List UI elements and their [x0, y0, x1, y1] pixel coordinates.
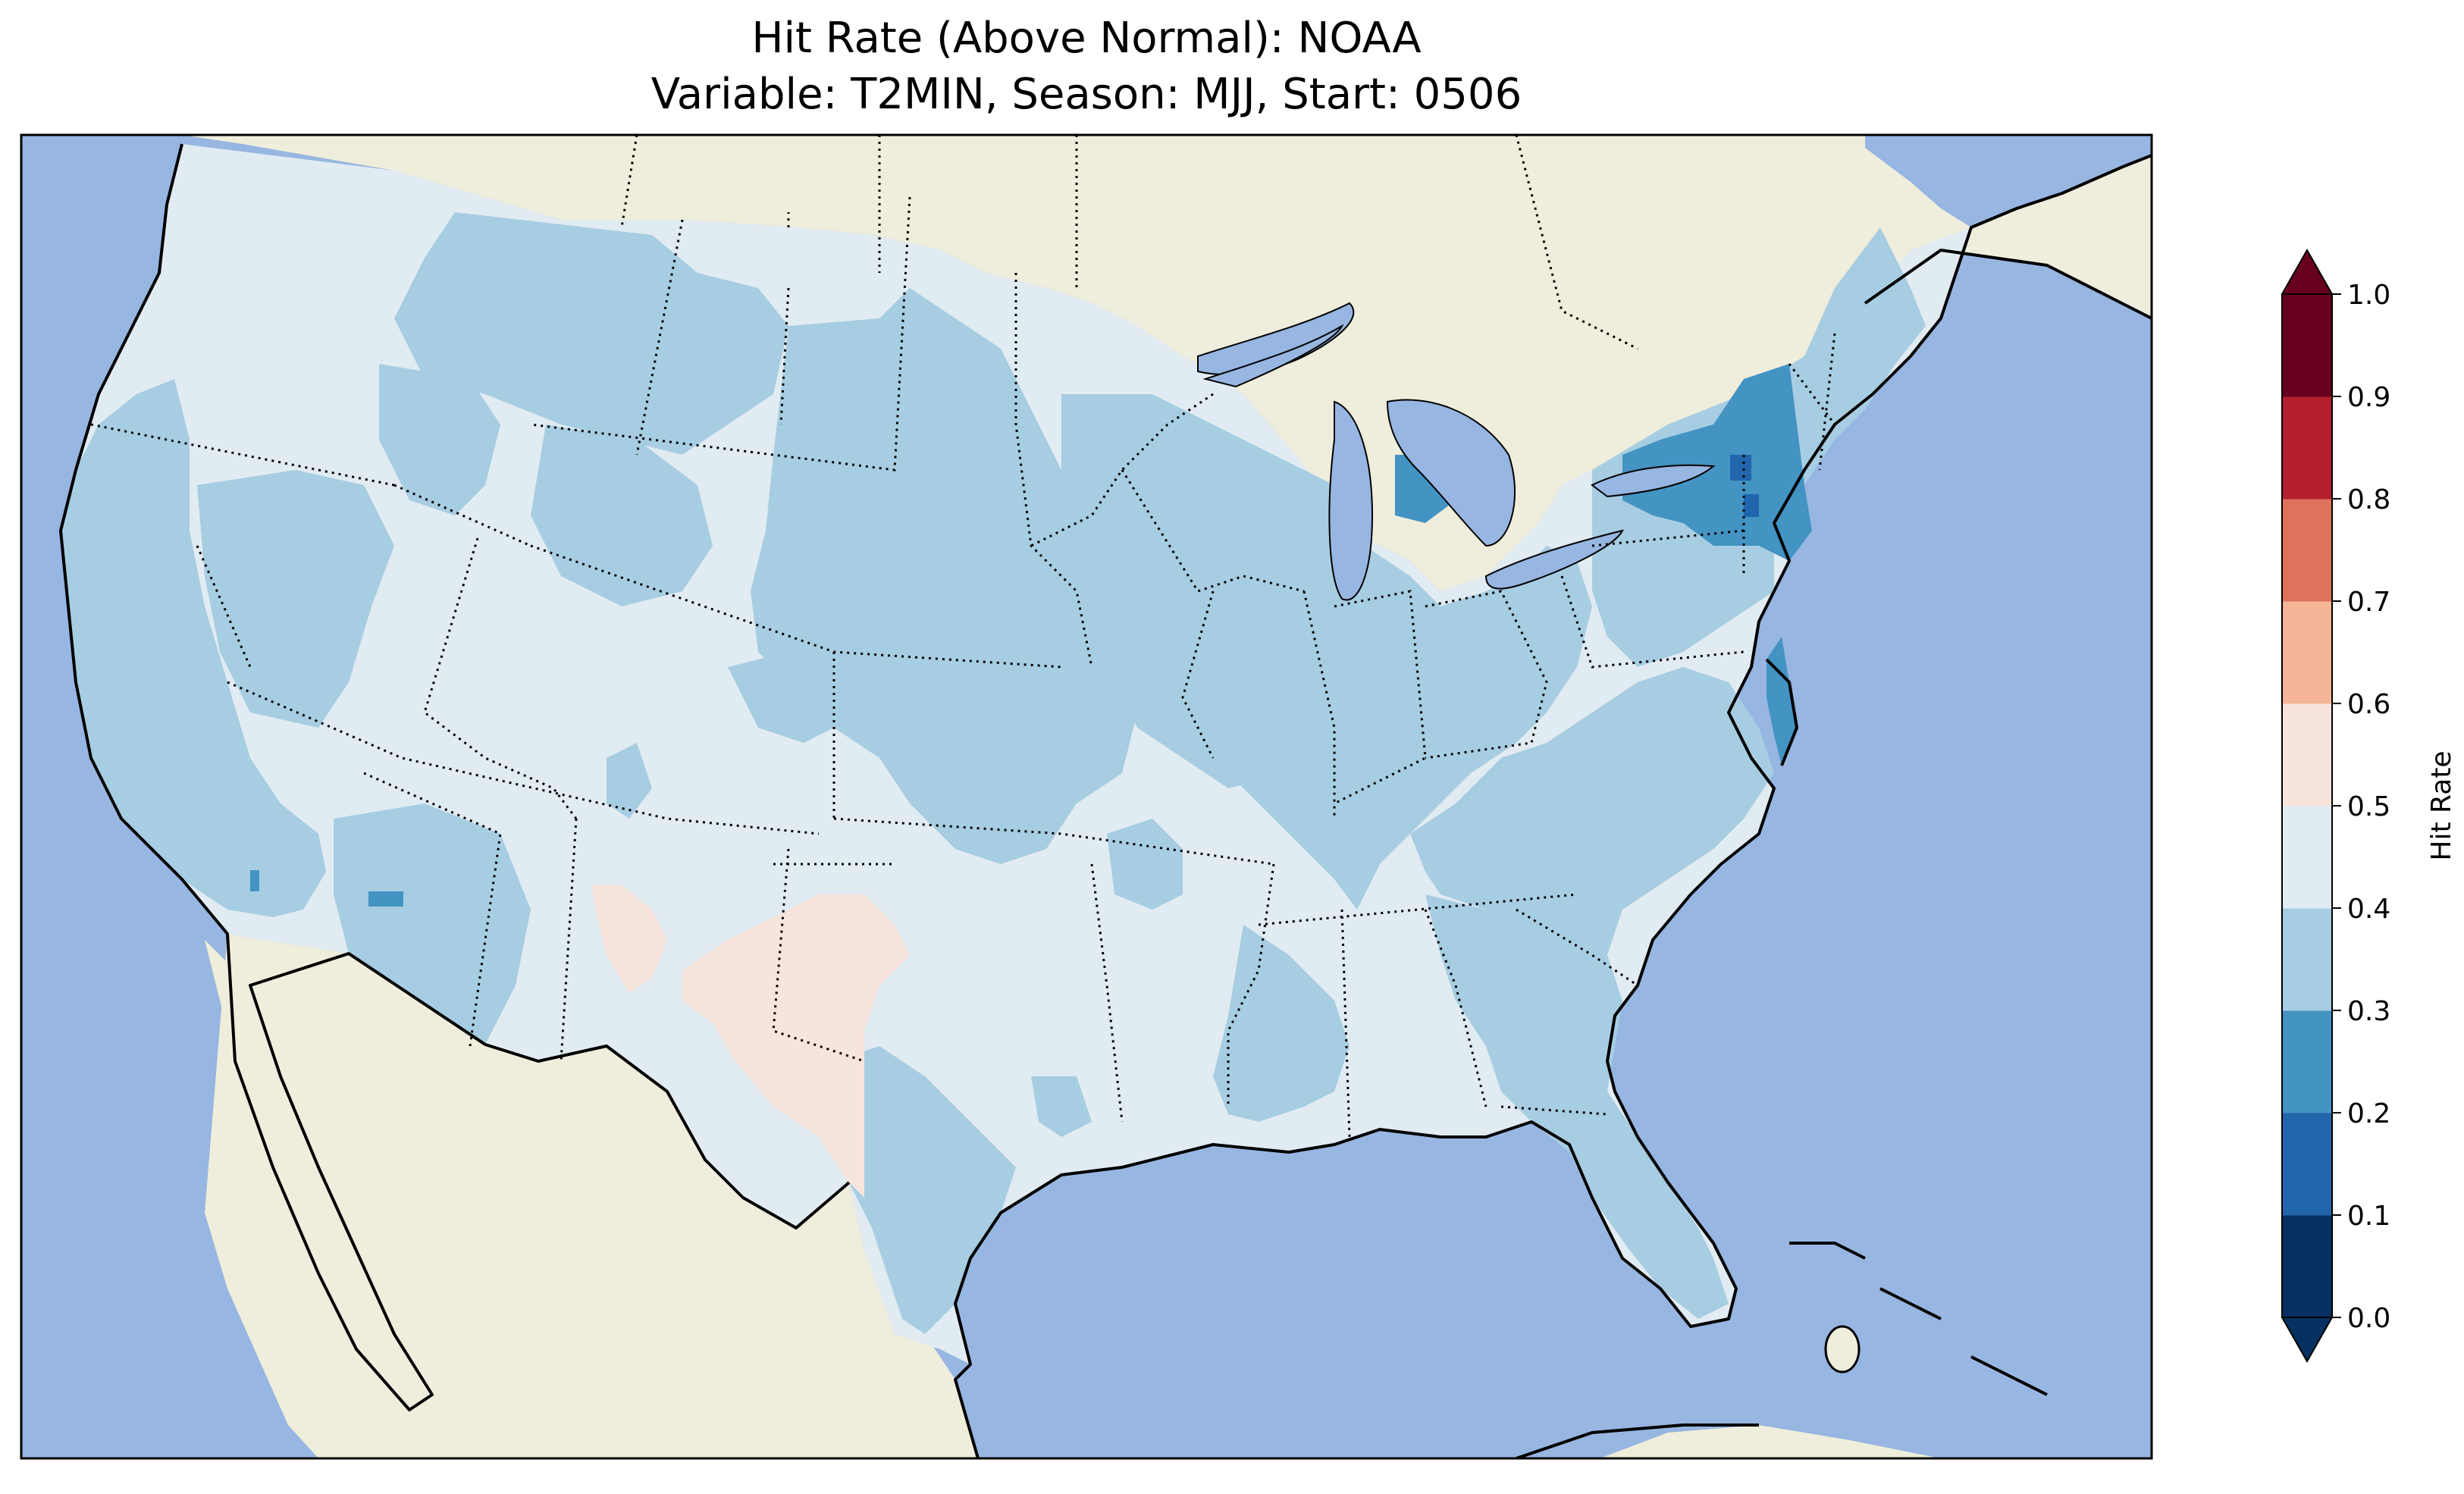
map-area: [21, 135, 2152, 1458]
great-lakes: [1197, 302, 1716, 601]
colorbar-label: Hit Rate: [2426, 750, 2457, 860]
canada-land: [182, 135, 2152, 591]
colorbar-bin-0.1-0.2: [2282, 1113, 2332, 1216]
colorbar-bin-0.8-0.9: [2282, 396, 2332, 500]
colorbar-tick-label: 0.3: [2347, 996, 2390, 1027]
colorbar-over-extend: [2281, 248, 2334, 295]
coastline: [59, 143, 2152, 1458]
colorbar-bin-0.4-0.5: [2282, 806, 2332, 909]
cuba-land: [1600, 1425, 1941, 1458]
map-title-line-1: Hit Rate (Above Normal): NOAA: [751, 14, 1422, 63]
colorbar-tick-label: 0.2: [2347, 1098, 2390, 1129]
mexico-land: [205, 934, 978, 1458]
colorbar-tick-label: 0.7: [2347, 587, 2390, 618]
colorbar-tick-label: 0.8: [2347, 484, 2390, 515]
colorbar-tick-label: 1.0: [2347, 280, 2390, 311]
colorbar: 0.0 0.1 0.2 0.3 0.4 0.5 0.6 0.7 0.8 0.9 1.0 Hit Rat…: [2281, 248, 2457, 1364]
colorbar-bin-0.7-0.8: [2282, 499, 2332, 602]
hit-rate-0.5-0.6-regions: [591, 885, 910, 1198]
colorbar-bin-0.6-0.7: [2282, 601, 2332, 704]
colorbar-tick-label: 0.0: [2347, 1303, 2390, 1334]
colorbar-tick-label: 0.4: [2347, 894, 2390, 925]
colorbar-tick-label: 0.1: [2347, 1201, 2390, 1232]
map-title-line-2: Variable: T2MIN, Season: MJJ, Start: 050…: [650, 70, 1522, 119]
colorbar-bin-0.9-1.0: [2282, 294, 2332, 397]
colorbar-tick-label: 0.5: [2347, 791, 2390, 822]
colorbar-bin-0.3-0.4: [2282, 908, 2332, 1011]
colorbar-under-extend: [2281, 1317, 2334, 1364]
bahamas-island: [1824, 1325, 1861, 1373]
colorbar-tick-label: 0.9: [2347, 382, 2390, 413]
colorbar-tick-label: 0.6: [2347, 689, 2390, 720]
map-frame: [20, 133, 2153, 1460]
hit-rate-0.1-0.2-regions: [1730, 455, 1759, 517]
colorbar-bin-0.5-0.6: [2282, 703, 2332, 807]
colorbar-bin-0.2-0.3: [2282, 1010, 2332, 1113]
colorbar-bin-0.0-0.1: [2282, 1215, 2332, 1318]
state-borders: [90, 135, 1836, 1138]
